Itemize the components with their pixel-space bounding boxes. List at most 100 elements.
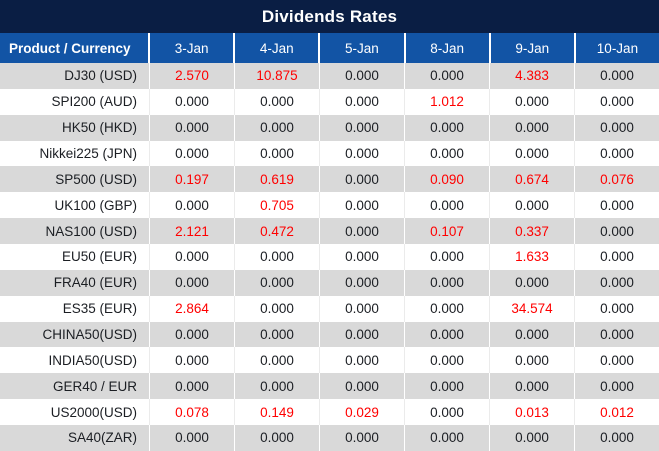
value-cell: 0.000	[600, 197, 634, 213]
table-row: NAS100 (USD) 2.121 0.472 0.000 0.107 0.337 0.0…	[0, 218, 659, 245]
row-label: SA40(ZAR)	[0, 425, 150, 451]
value-cell: 0.000	[150, 347, 235, 374]
value-cell: 0.000	[320, 63, 405, 89]
value-cell: 0.000	[235, 114, 320, 141]
row-label: ES35 (EUR)	[0, 295, 150, 322]
value-cell: 0.000	[235, 244, 320, 270]
value-cell: 0.000	[320, 88, 405, 115]
value-cell: 0.000	[235, 140, 320, 167]
column-header-3-jan: 3-Jan	[150, 33, 236, 63]
value-cell: 0.000	[235, 373, 320, 400]
value-cell: 0.000	[490, 425, 575, 451]
value-cell: 0.076	[600, 171, 634, 187]
value-cell: 0.674	[490, 166, 575, 193]
value-cell: 0.000	[150, 114, 235, 141]
value-cell: 0.000	[490, 140, 575, 167]
value-cell: 0.000	[600, 301, 634, 317]
value-cell: 0.000	[405, 347, 490, 374]
value-cell: 0.149	[235, 399, 320, 426]
row-label: SPI200 (AUD)	[0, 88, 150, 115]
value-cell: 0.107	[405, 218, 490, 245]
table-row: Nikkei225 (JPN) 0.000 0.000 0.000 0.000 0.000…	[0, 140, 659, 167]
value-cell: 0.000	[320, 425, 405, 451]
table-row: SA40(ZAR) 0.000 0.000 0.000 0.000 0.000 0.000	[0, 425, 659, 451]
value-cell: 0.000	[405, 399, 490, 426]
value-cell: 0.000	[320, 269, 405, 296]
value-cell: 0.000	[320, 166, 405, 193]
value-cell: 0.000	[150, 140, 235, 167]
value-cell: 0.619	[235, 166, 320, 193]
column-header-10-jan: 10-Jan	[596, 40, 639, 56]
value-cell: 1.012	[405, 88, 490, 115]
table-row: US2000(USD) 0.078 0.149 0.029 0.000 0.013 0.01…	[0, 399, 659, 426]
row-label: Nikkei225 (JPN)	[0, 140, 150, 167]
table-row: INDIA50(USD) 0.000 0.000 0.000 0.000 0.000 0.0…	[0, 347, 659, 374]
value-cell: 0.000	[235, 269, 320, 296]
value-cell: 0.000	[150, 269, 235, 296]
table-title: Dividends Rates	[0, 0, 659, 33]
value-cell: 0.000	[600, 249, 634, 265]
value-cell: 0.472	[235, 218, 320, 245]
row-label: FRA40 (EUR)	[0, 269, 150, 296]
table-body: DJ30 (USD) 2.570 10.875 0.000 0.000 4.383 0.00…	[0, 63, 659, 451]
value-cell: 34.574	[490, 295, 575, 322]
row-label: NAS100 (USD)	[0, 218, 150, 245]
table-row: FRA40 (EUR) 0.000 0.000 0.000 0.000 0.000 0.00…	[0, 269, 659, 296]
value-cell: 0.000	[600, 430, 634, 446]
value-cell: 0.000	[600, 68, 634, 84]
value-cell: 0.078	[150, 399, 235, 426]
value-cell: 0.000	[320, 140, 405, 167]
table-row: EU50 (EUR) 0.000 0.000 0.000 0.000 1.633 0.000	[0, 244, 659, 270]
value-cell: 0.197	[150, 166, 235, 193]
column-header-8-jan: 8-Jan	[406, 33, 491, 63]
table-header-row: Product / Currency 3-Jan 4-Jan 5-Jan 8-Jan 9…	[0, 33, 659, 63]
row-label: SP500 (USD)	[0, 166, 150, 193]
value-cell: 0.000	[235, 88, 320, 115]
value-cell: 0.000	[150, 373, 235, 400]
value-cell: 0.000	[490, 373, 575, 400]
value-cell: 0.705	[235, 192, 320, 219]
value-cell: 0.000	[405, 192, 490, 219]
value-cell: 0.000	[320, 218, 405, 245]
value-cell: 0.000	[235, 425, 320, 451]
value-cell: 0.000	[150, 244, 235, 270]
value-cell: 0.000	[490, 347, 575, 374]
value-cell: 0.000	[490, 321, 575, 348]
column-header-4-jan: 4-Jan	[235, 33, 321, 63]
row-label: CHINA50(USD)	[0, 321, 150, 348]
value-cell: 0.000	[150, 425, 235, 451]
value-cell: 0.000	[490, 114, 575, 141]
value-cell: 0.000	[405, 373, 490, 400]
row-label: HK50 (HKD)	[0, 114, 150, 141]
value-cell: 4.383	[490, 63, 575, 89]
value-cell: 0.000	[150, 321, 235, 348]
row-label: EU50 (EUR)	[0, 244, 150, 270]
column-header-product-currency: Product / Currency	[0, 33, 150, 63]
table-row: GER40 / EUR 0.000 0.000 0.000 0.000 0.000 0.00…	[0, 373, 659, 400]
value-cell: 1.633	[490, 244, 575, 270]
value-cell: 0.000	[150, 88, 235, 115]
value-cell: 0.013	[490, 399, 575, 426]
value-cell: 0.000	[320, 373, 405, 400]
row-label: INDIA50(USD)	[0, 347, 150, 374]
value-cell: 0.000	[405, 244, 490, 270]
value-cell: 0.000	[320, 295, 405, 322]
value-cell: 0.000	[405, 63, 490, 89]
value-cell: 0.000	[405, 425, 490, 451]
value-cell: 0.337	[490, 218, 575, 245]
value-cell: 0.000	[320, 114, 405, 141]
value-cell: 0.000	[320, 192, 405, 219]
value-cell: 0.000	[600, 223, 634, 239]
value-cell: 0.000	[150, 192, 235, 219]
table-row: ES35 (EUR) 2.864 0.000 0.000 0.000 34.574 0.00…	[0, 295, 659, 322]
value-cell: 10.875	[235, 63, 320, 89]
row-label: DJ30 (USD)	[0, 63, 150, 89]
value-cell: 0.000	[600, 120, 634, 136]
value-cell: 0.000	[405, 321, 490, 348]
value-cell: 0.000	[600, 275, 634, 291]
value-cell: 0.000	[600, 146, 634, 161]
table-row: SP500 (USD) 0.197 0.619 0.000 0.090 0.674 0.07…	[0, 166, 659, 193]
value-cell: 2.570	[150, 63, 235, 89]
table-row: SPI200 (AUD) 0.000 0.000 0.000 1.012 0.000 0.0…	[0, 88, 659, 115]
